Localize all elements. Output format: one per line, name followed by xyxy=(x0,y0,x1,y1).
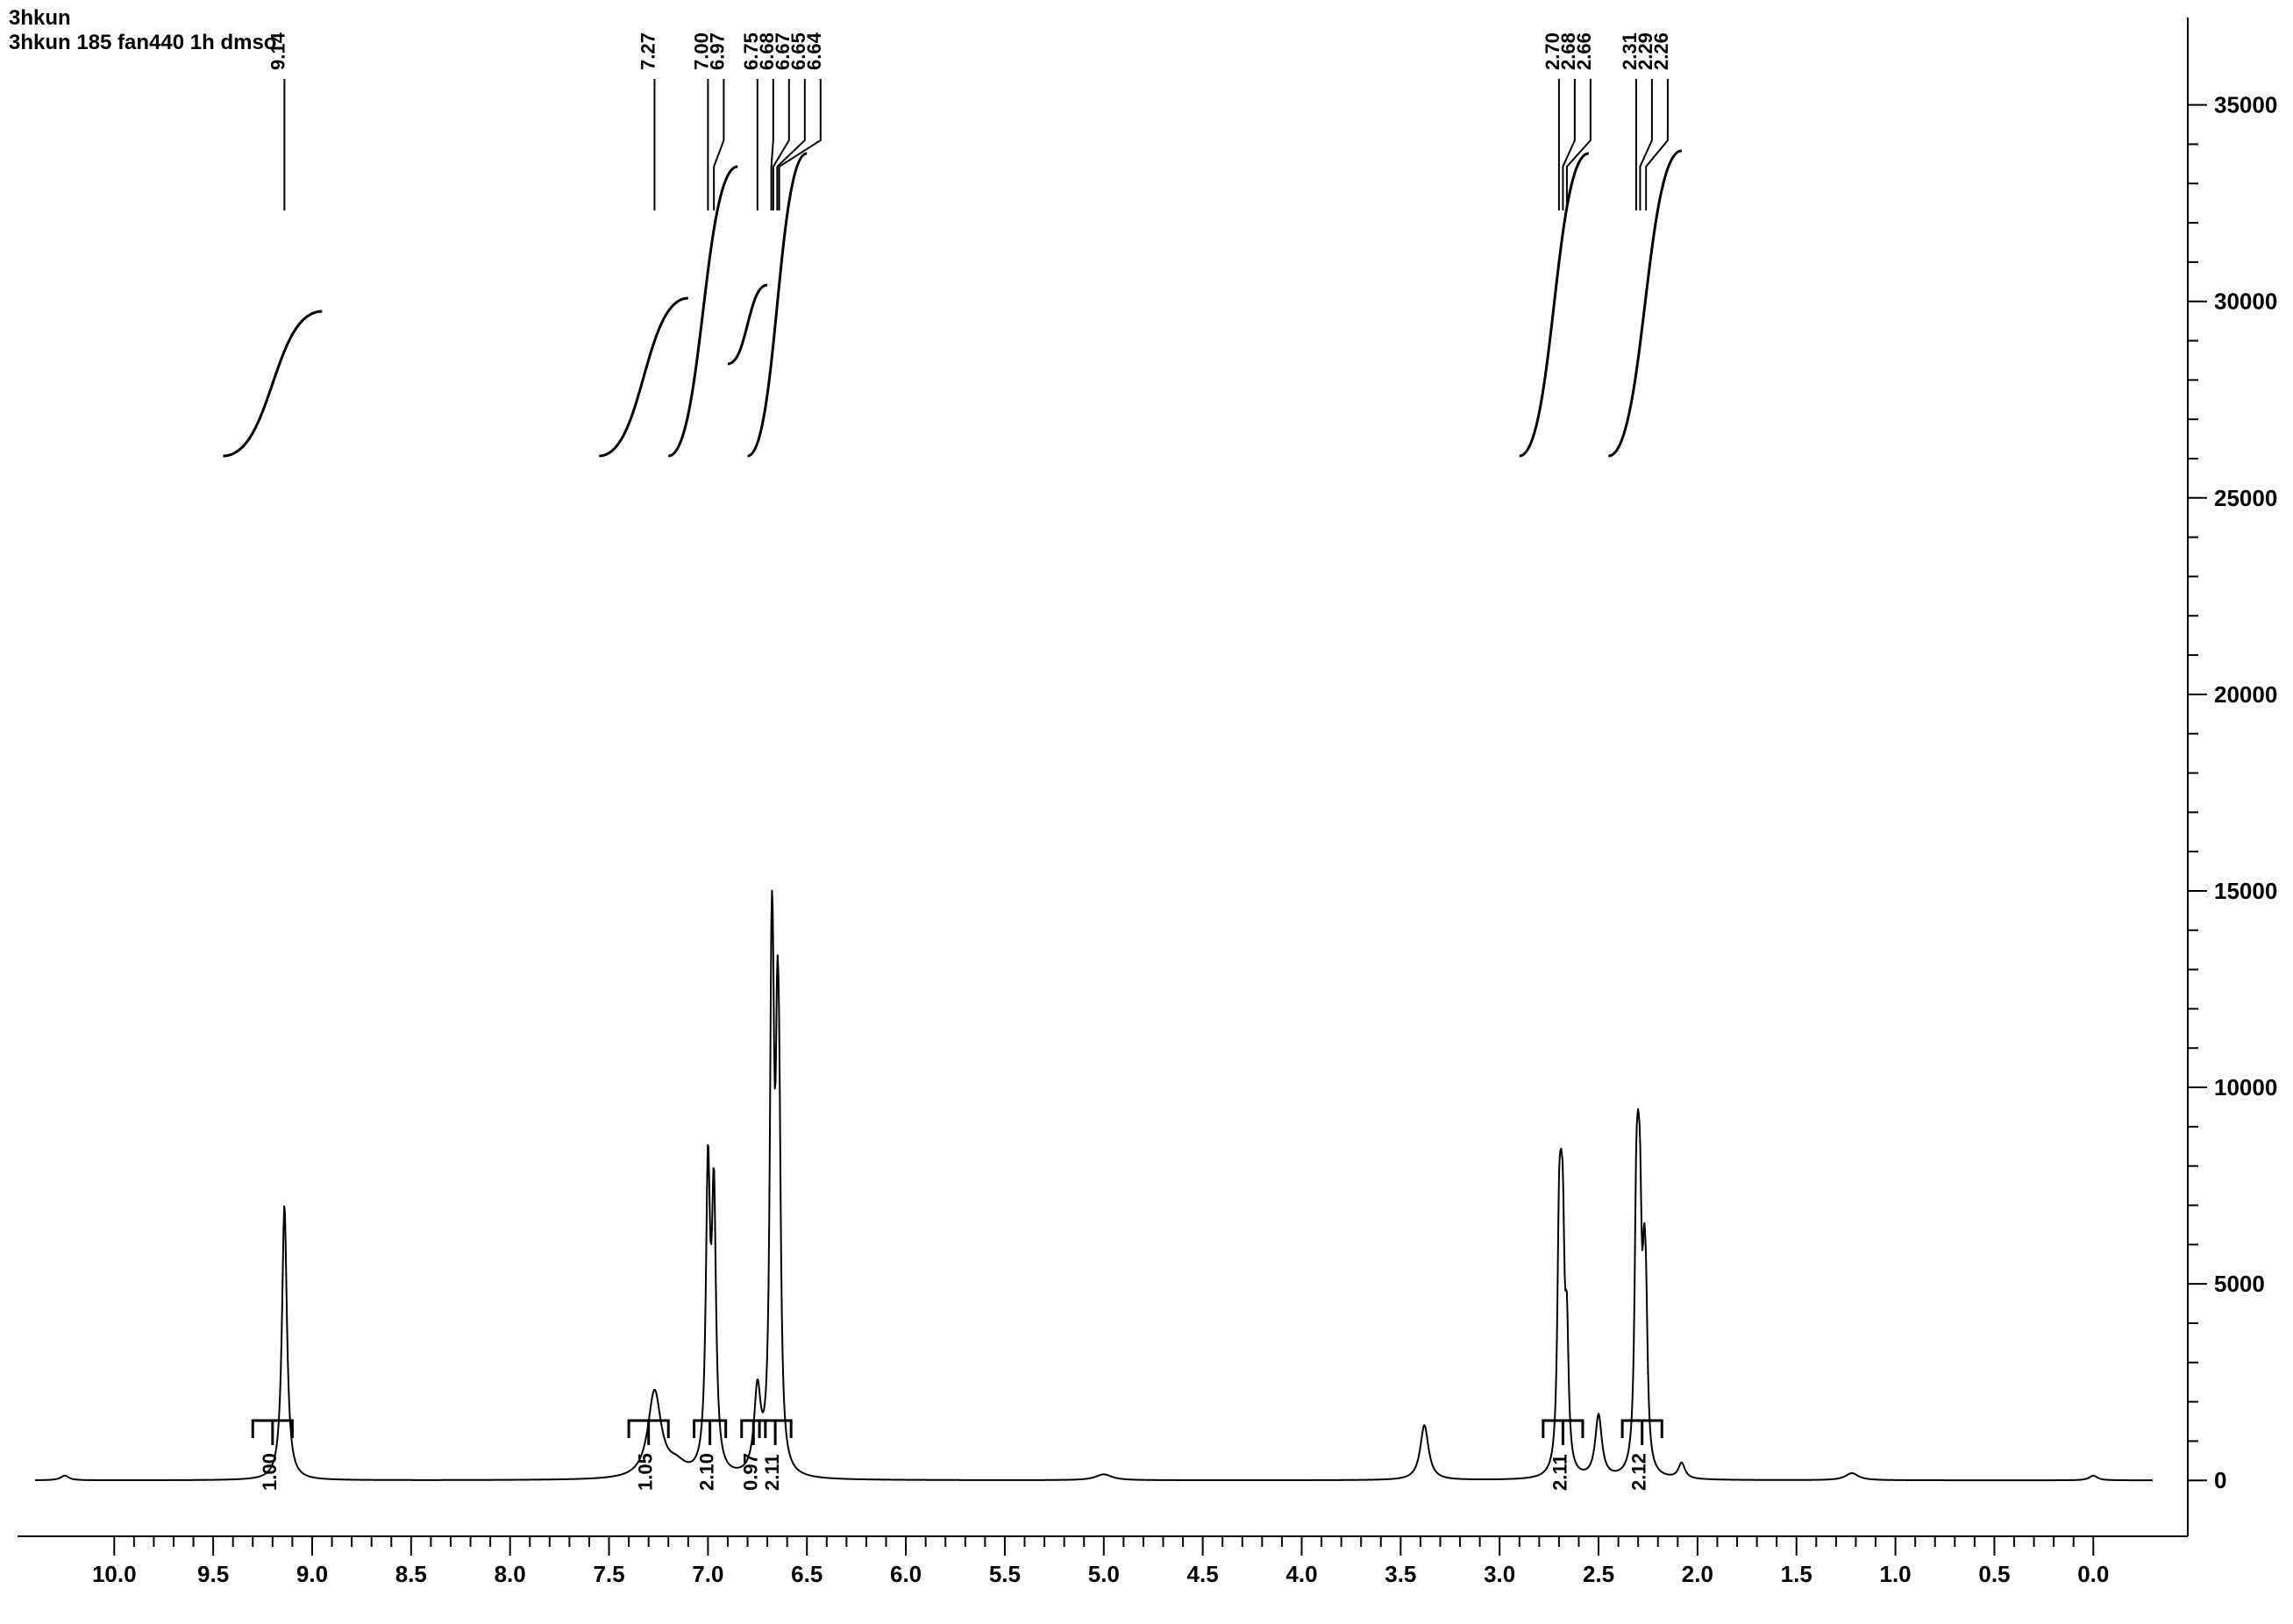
x-tick-label: 0.0 xyxy=(2077,1561,2109,1587)
peak-ppm-label: 6.64 xyxy=(803,32,825,70)
sample-name-line1: 3hkun xyxy=(9,6,71,30)
integral-curve xyxy=(728,285,767,364)
x-tick-label: 8.0 xyxy=(495,1561,526,1587)
peak-ppm-label: 2.26 xyxy=(1650,32,1672,70)
x-tick-label: 1.0 xyxy=(1880,1561,1912,1587)
x-tick-label: 0.5 xyxy=(1978,1561,2010,1587)
x-tick-label: 6.5 xyxy=(791,1561,822,1587)
y-tick-label: 20000 xyxy=(2214,681,2277,708)
peak-ppm-label: 9.14 xyxy=(267,32,288,70)
integral-value-label: 2.11 xyxy=(1549,1454,1570,1491)
x-tick-label: 3.0 xyxy=(1484,1561,1515,1587)
integral-value-label: 1.00 xyxy=(259,1453,281,1491)
sample-name-line2: 3hkun 185 fan440 1h dmso xyxy=(9,31,276,54)
x-tick-label: 4.0 xyxy=(1285,1561,1317,1587)
y-tick-label: 10000 xyxy=(2214,1074,2277,1100)
peak-label-stem xyxy=(773,79,789,210)
x-tick-label: 10.0 xyxy=(92,1561,137,1587)
y-tick-label: 0 xyxy=(2214,1467,2226,1493)
x-tick-label: 5.5 xyxy=(989,1561,1021,1587)
x-tick-label: 6.0 xyxy=(890,1561,922,1587)
nmr-spectrum-svg: 10.0 9.5 9.0 8.5 8.0 7.5 7.0 6.5 6.0 5.5 5.0 4.5 4.0… xyxy=(0,0,2293,1624)
x-tick-label: 7.5 xyxy=(593,1561,624,1587)
y-tick-label: 15000 xyxy=(2214,878,2277,904)
integral-curve xyxy=(599,298,688,456)
peak-ppm-label: 7.27 xyxy=(637,32,659,70)
integral-value-label: 2.12 xyxy=(1628,1453,1650,1491)
x-tick-label: 5.0 xyxy=(1088,1561,1120,1587)
peak-ppm-label: 6.97 xyxy=(706,32,728,70)
y-tick-label: 30000 xyxy=(2214,288,2277,315)
y-tick-label: 5000 xyxy=(2214,1271,2265,1297)
integral-value-label: 2.11 xyxy=(761,1454,783,1491)
x-tick-label: 8.5 xyxy=(395,1561,427,1587)
x-tick-label: 2.0 xyxy=(1682,1561,1713,1587)
y-tick-label: 35000 xyxy=(2214,92,2277,118)
x-tick-label: 4.5 xyxy=(1187,1561,1219,1587)
spectrum-trace xyxy=(35,891,2153,1480)
integral-curve xyxy=(1520,153,1589,456)
integral-curve xyxy=(668,167,737,456)
peak-ppm-label: 2.66 xyxy=(1573,32,1595,70)
integral-value-label: 2.10 xyxy=(696,1453,718,1491)
x-tick-label: 9.0 xyxy=(296,1561,328,1587)
x-tick-label: 1.5 xyxy=(1781,1561,1812,1587)
x-tick-label: 9.5 xyxy=(197,1561,229,1587)
integral-curve xyxy=(1608,151,1682,456)
x-tick-label: 3.5 xyxy=(1385,1561,1416,1587)
y-tick-label: 25000 xyxy=(2214,485,2277,511)
integral-value-label: 0.97 xyxy=(739,1453,761,1491)
x-tick-label: 7.0 xyxy=(692,1561,723,1587)
x-tick-label: 2.5 xyxy=(1583,1561,1614,1587)
integral-curve xyxy=(223,311,322,456)
integral-value-label: 1.05 xyxy=(635,1453,657,1491)
